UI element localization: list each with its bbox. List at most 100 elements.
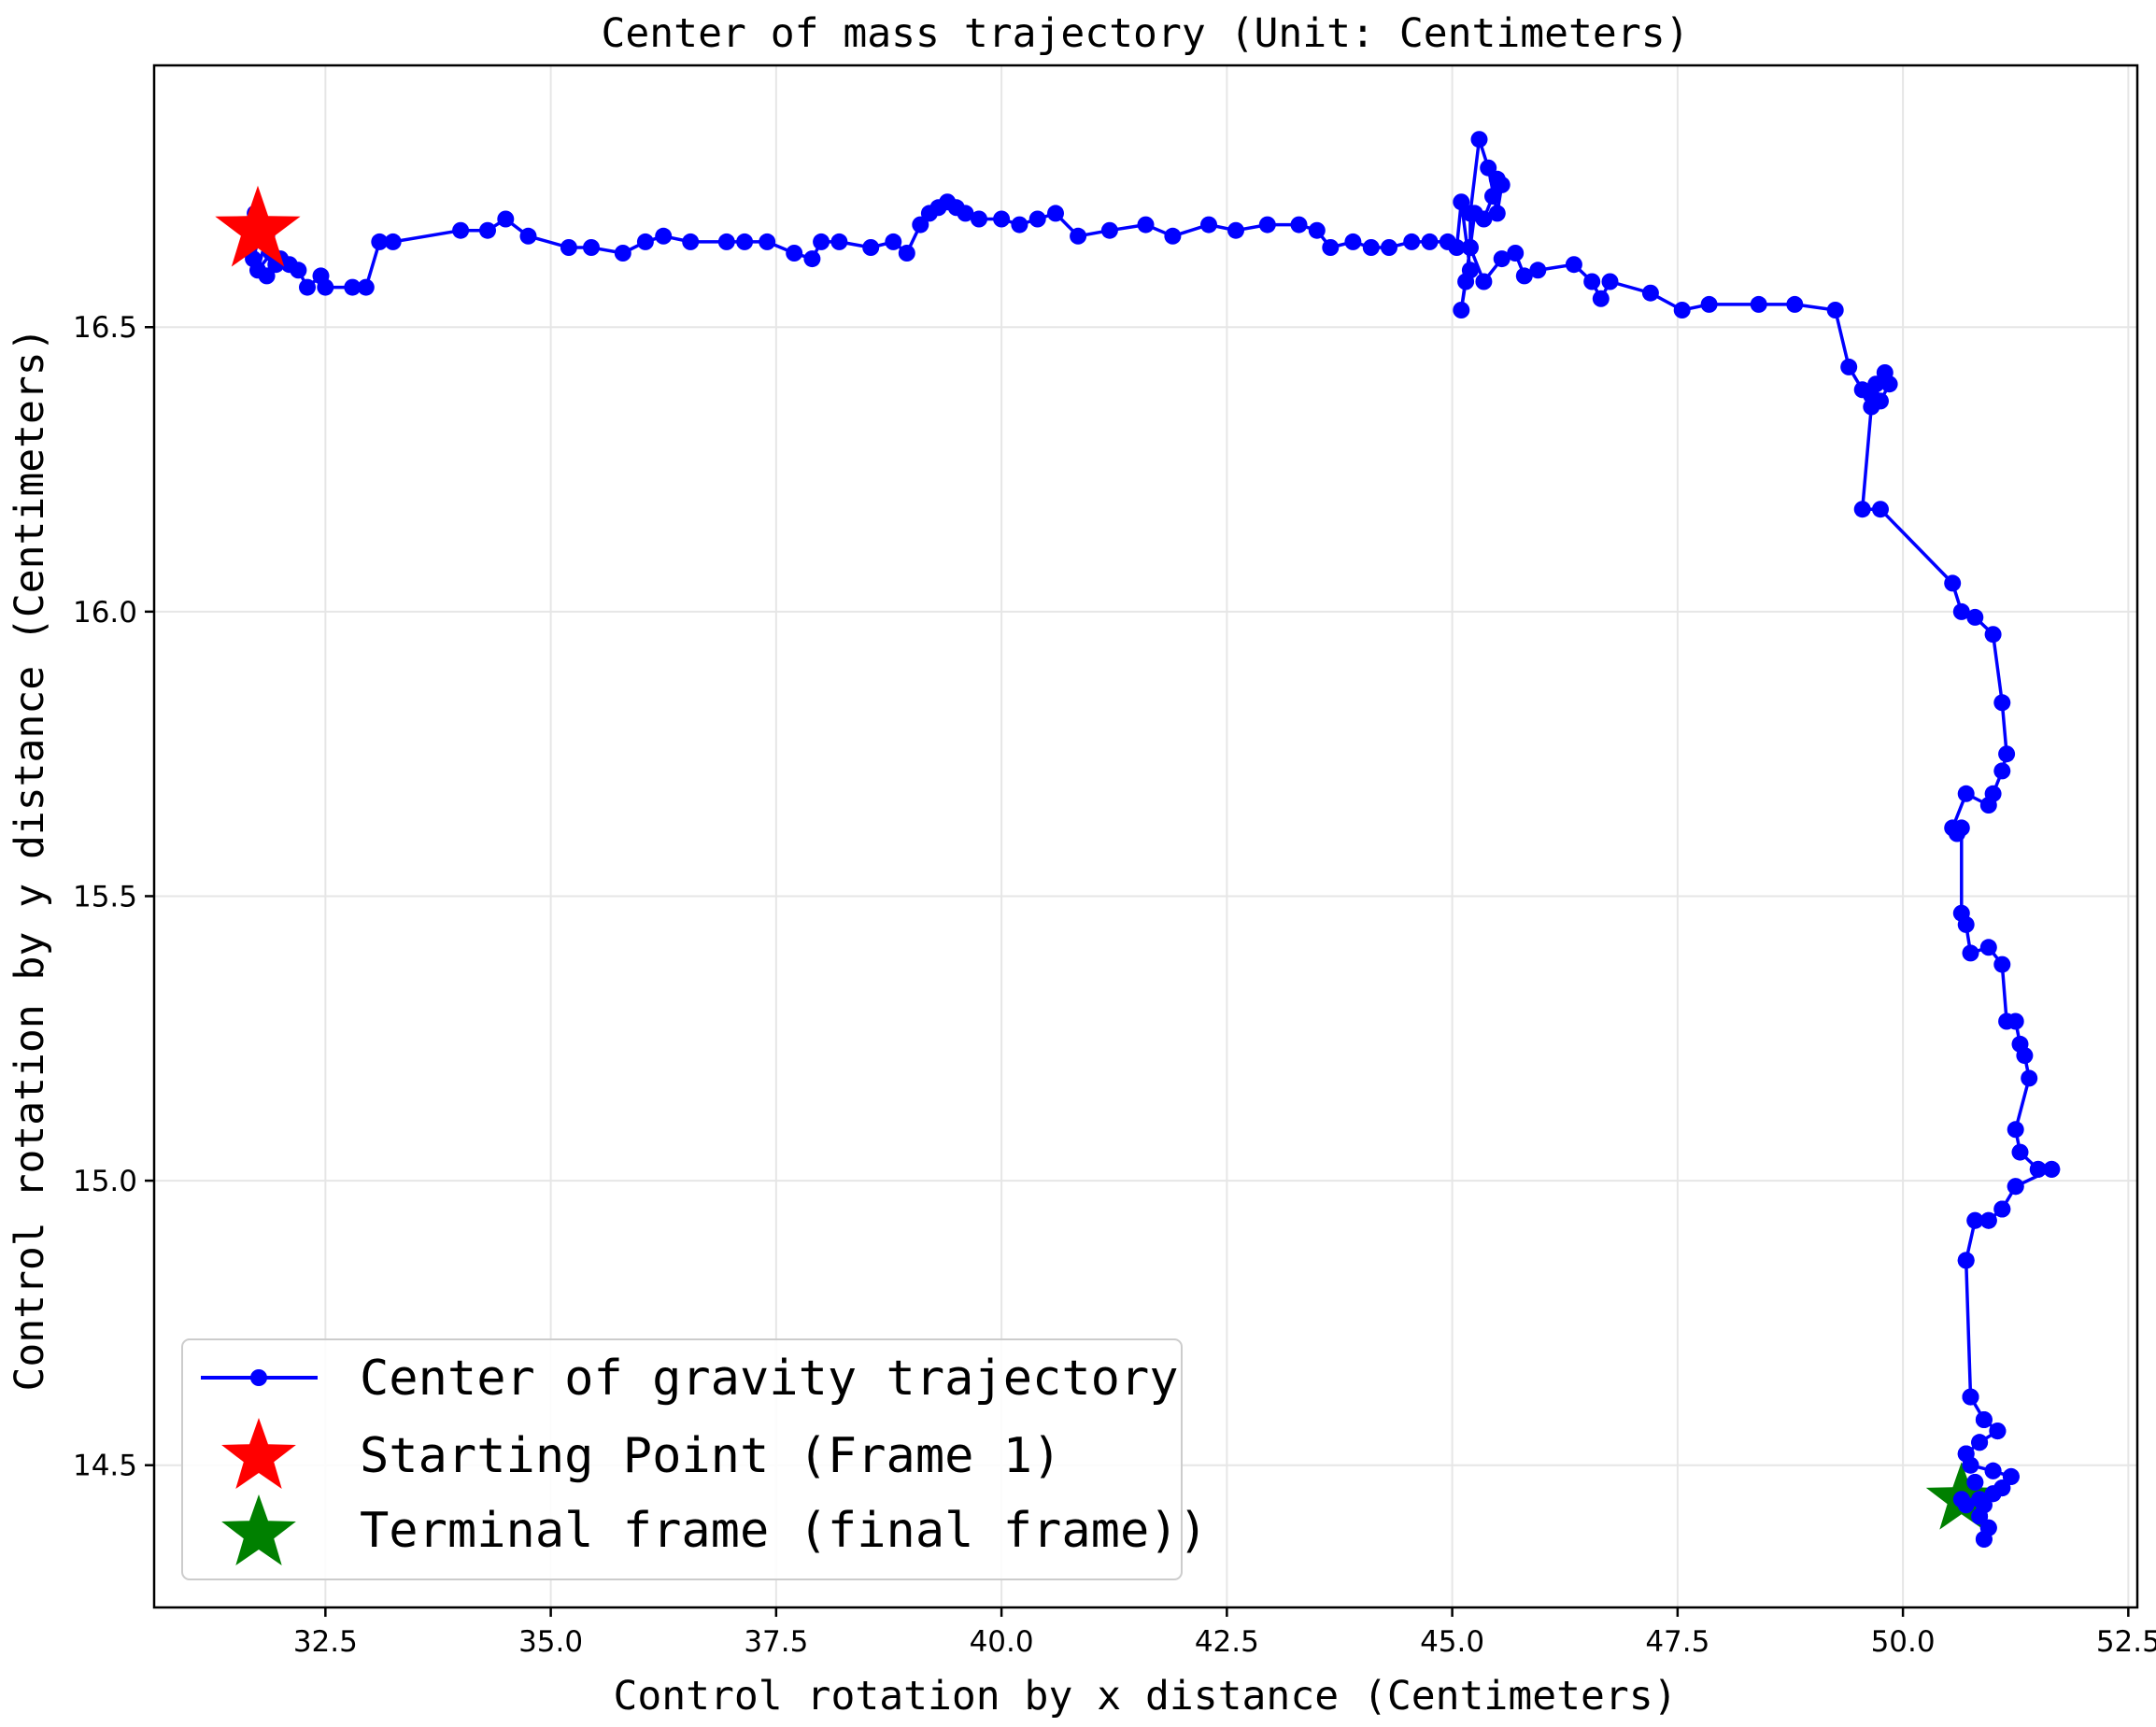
trajectory-point — [1673, 302, 1691, 319]
trajectory-point — [1993, 762, 2011, 780]
x-tick-label: 35.0 — [518, 1625, 583, 1659]
trajectory-point — [317, 278, 334, 296]
trajectory-point — [1453, 302, 1470, 319]
trajectory-point-overlay — [1993, 1200, 2011, 1218]
trajectory-point-overlay — [1975, 1411, 1993, 1428]
trajectory-point — [357, 278, 375, 296]
legend-star-end-icon — [221, 1494, 296, 1565]
trajectory-point — [1565, 256, 1582, 274]
trajectory-point — [1700, 295, 1718, 313]
trajectory-point — [1952, 819, 1970, 837]
trajectory-point-overlay — [1971, 1491, 1989, 1508]
trajectory-point — [1952, 602, 1970, 620]
trajectory-point — [1100, 221, 1118, 239]
legend-dot-swatch — [250, 1369, 267, 1386]
trajectory-point — [1601, 273, 1619, 290]
trajectory-point — [1475, 273, 1493, 290]
trajectory-point — [384, 233, 402, 250]
y-tick-label: 16.5 — [73, 311, 137, 345]
trajectory-point — [1507, 245, 1525, 262]
start-point-star — [215, 185, 301, 267]
trajectory-point — [862, 239, 880, 256]
trajectory-point — [1421, 233, 1439, 250]
trajectory-point — [614, 245, 631, 262]
trajectory-point — [299, 278, 316, 296]
trajectory-point — [717, 233, 735, 250]
trajectory-point — [1403, 233, 1421, 250]
trajectory-point — [1466, 205, 1483, 222]
legend-star-start-icon — [221, 1418, 296, 1489]
x-tick-label: 32.5 — [293, 1625, 358, 1659]
trajectory-point — [1453, 193, 1470, 211]
axis-ticks: 32.5 35.0 37.5 40.0 42.5 45.0 47.5 50.0 52.5 14.5… — [73, 311, 2156, 1659]
trajectory-point — [290, 262, 307, 279]
trajectory-point — [1308, 221, 1326, 239]
trajectory-point — [993, 210, 1011, 228]
trajectory-point — [1484, 188, 1501, 205]
trajectory-point — [957, 205, 974, 222]
trajectory-point — [1944, 574, 1962, 592]
trajectory-point — [1137, 216, 1155, 234]
trajectory-point-overlay — [1975, 1530, 1993, 1548]
trajectory-point — [1993, 956, 2011, 973]
trajectory-point — [1488, 170, 1506, 188]
trajectory-point — [786, 245, 803, 262]
trajectory-point — [1826, 302, 1844, 319]
trajectory-point — [971, 210, 987, 228]
y-axis-label: Control rotation by y distance (Centimet… — [7, 327, 53, 1391]
trajectory-point — [1984, 626, 2002, 644]
trajectory-point-overlay — [1952, 1491, 1970, 1508]
trajectory-point — [1863, 398, 1880, 416]
chart-title: Center of mass trajectory (Unit: Centime… — [602, 10, 1690, 57]
trajectory-point — [2011, 1143, 2029, 1161]
trajectory-point — [1493, 250, 1511, 268]
start-end-markers — [215, 185, 2061, 1548]
legend-entry-start: Starting Point (Frame 1) — [360, 1428, 1061, 1484]
trajectory-point-overlay — [1971, 1434, 1989, 1451]
trajectory-point — [1979, 939, 1997, 956]
trajectory-point — [636, 233, 654, 250]
trajectory-point — [1011, 216, 1028, 234]
trajectory-point — [560, 239, 577, 256]
trajectory-point — [1457, 273, 1475, 290]
trajectory-point — [1322, 239, 1340, 256]
trajectory-point — [1880, 375, 1898, 393]
trajectory-point — [1448, 239, 1466, 256]
trajectory-point — [2016, 1047, 2034, 1065]
trajectory-point — [830, 233, 848, 250]
trajectory-point-overlay — [1984, 1485, 2002, 1503]
trajectory-point — [479, 221, 496, 239]
x-tick-label: 42.5 — [1195, 1625, 1259, 1659]
trajectory-point — [912, 216, 929, 234]
trajectory-point — [1998, 745, 2016, 763]
trajectory-point-overlay — [1966, 1474, 1984, 1491]
trajectory-point-overlay — [1979, 1211, 1997, 1229]
trajectory-point — [1461, 239, 1479, 256]
x-tick-label: 37.5 — [744, 1625, 808, 1659]
trajectory-point — [1381, 239, 1397, 256]
trajectory-point — [452, 221, 470, 239]
trajectory-point — [1962, 944, 1979, 962]
trajectory-point — [1258, 216, 1276, 234]
trajectory-point — [583, 239, 600, 256]
trajectory-point-overlay — [2007, 1178, 2024, 1196]
trajectory-point — [1164, 227, 1182, 245]
trajectory-point — [1362, 239, 1380, 256]
trajectory-point-overlay — [1984, 1462, 2002, 1479]
x-tick-label: 47.5 — [1645, 1625, 1709, 1659]
y-tick-label: 14.5 — [73, 1450, 137, 1483]
trajectory-point — [1592, 290, 1610, 307]
trajectory-point — [1488, 205, 1506, 222]
trajectory-point — [682, 233, 700, 250]
trajectory-point — [1200, 216, 1217, 234]
trajectory-point — [898, 245, 915, 262]
trajectory-point — [1529, 262, 1547, 279]
trajectory-point — [1047, 205, 1064, 222]
trajectory-point — [1515, 267, 1533, 285]
trajectory-point — [1290, 216, 1308, 234]
trajectory-point-overlay — [1971, 1508, 1989, 1525]
trajectory-point — [2007, 1121, 2024, 1139]
trajectory-point — [1070, 227, 1087, 245]
y-tick-label: 16.0 — [73, 596, 137, 630]
